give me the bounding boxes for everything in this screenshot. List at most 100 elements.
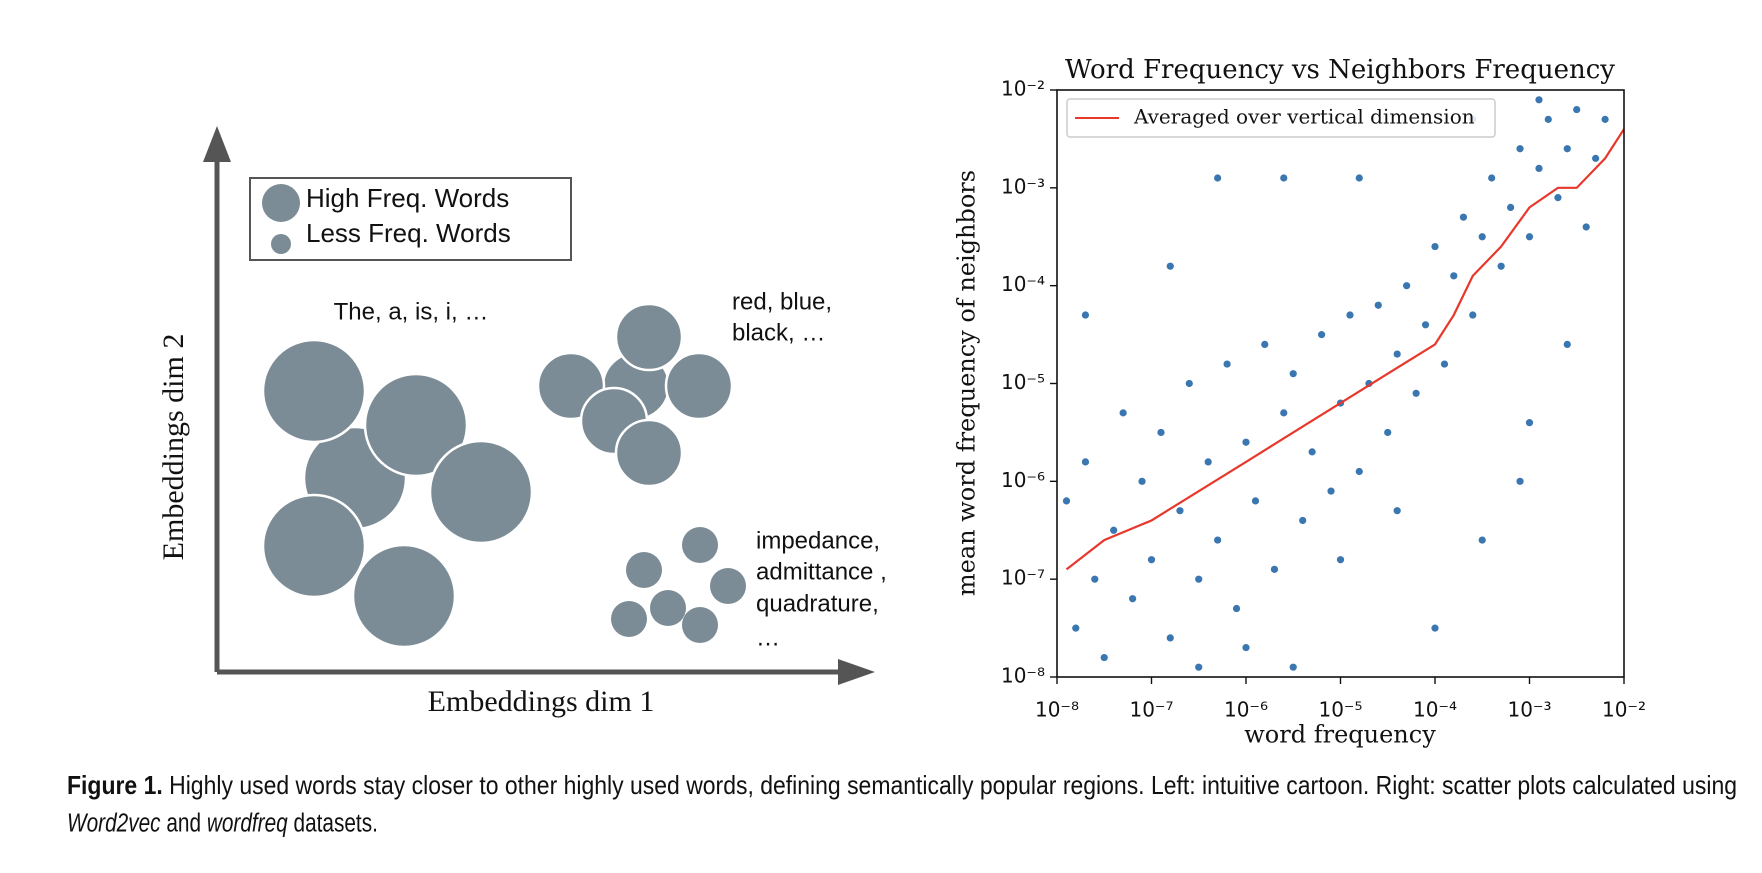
legend-big-circle bbox=[262, 184, 300, 222]
scatter-point bbox=[1507, 203, 1515, 211]
scatter-point bbox=[1270, 565, 1279, 573]
cluster-label: black, … bbox=[732, 319, 825, 346]
caption-text: Highly used words stay closer to other h… bbox=[169, 770, 1737, 800]
scatter-point bbox=[1412, 389, 1420, 397]
scatter-point bbox=[1535, 164, 1543, 172]
scatter-point bbox=[1346, 311, 1354, 319]
legend-label: High Freq. Words bbox=[306, 183, 509, 213]
y-tick-label: 10⁻⁴ bbox=[1001, 272, 1045, 296]
y-tick-label: 10⁻² bbox=[1001, 77, 1045, 101]
small-circle bbox=[611, 601, 647, 637]
scatter-point bbox=[1100, 653, 1108, 662]
mid-circle bbox=[664, 351, 734, 421]
scatter-point bbox=[1280, 174, 1288, 182]
scatter-point bbox=[1431, 242, 1439, 251]
x-tick-label: 10⁻² bbox=[1602, 698, 1646, 722]
small-circle bbox=[650, 590, 686, 626]
small-circle bbox=[682, 607, 718, 643]
scatter-point bbox=[1232, 604, 1241, 613]
average-line bbox=[1065, 128, 1624, 571]
cluster-label: red, blue, bbox=[732, 288, 832, 315]
caption-text: and bbox=[161, 809, 207, 838]
y-arrow-head bbox=[203, 126, 231, 162]
scatter-point bbox=[1119, 409, 1127, 417]
y-tick-label: 10⁻⁷ bbox=[1001, 566, 1045, 590]
legend-label: Less Freq. Words bbox=[306, 218, 511, 248]
x-axis-label: Embeddings dim 1 bbox=[428, 685, 655, 718]
plot-frame bbox=[1056, 89, 1625, 678]
mid-circle bbox=[614, 418, 684, 488]
scatter-point bbox=[1563, 145, 1571, 153]
small-circle bbox=[710, 568, 746, 604]
y-tick-label: 10⁻⁸ bbox=[1001, 664, 1045, 688]
mid-circle bbox=[614, 302, 684, 372]
x-tick-label: 10⁻⁶ bbox=[1224, 698, 1268, 722]
scatter-point bbox=[1185, 379, 1193, 388]
scatter-point bbox=[1440, 360, 1449, 368]
caption-line: Figure 1. Highly used words stay closer … bbox=[67, 770, 1737, 800]
scatter-point bbox=[1469, 311, 1477, 319]
y-axis-label: Embeddings dim 2 bbox=[157, 334, 190, 561]
scatter-point bbox=[1251, 497, 1260, 505]
scatter-point bbox=[1516, 145, 1524, 153]
scatter-point bbox=[1336, 556, 1345, 564]
scatter-point bbox=[1195, 663, 1203, 671]
scatter-point bbox=[1214, 174, 1222, 182]
caption-italic: wordfreq bbox=[207, 809, 288, 838]
caption-line: Word2vec and wordfreq datasets. bbox=[67, 809, 378, 838]
big-circle bbox=[428, 439, 534, 545]
scatter-point bbox=[1138, 477, 1146, 485]
scatter-point bbox=[1166, 634, 1174, 642]
scatter-point bbox=[1393, 507, 1401, 515]
x-axis-title: word frequency bbox=[1244, 721, 1436, 749]
cartoon: Embeddings dim 1 Embeddings dim 2 High F… bbox=[157, 126, 887, 718]
scatter-point bbox=[1110, 526, 1118, 534]
scatter-point bbox=[1280, 409, 1288, 417]
scatter-point bbox=[1497, 262, 1505, 270]
legend-box bbox=[249, 177, 572, 261]
scatter-point bbox=[1204, 458, 1212, 466]
scatter-point bbox=[1488, 174, 1496, 182]
scatter-point bbox=[1223, 360, 1231, 368]
scatter-point bbox=[1157, 428, 1165, 437]
x-tick-label: 10⁻⁴ bbox=[1413, 698, 1457, 722]
caption-italic: Word2vec bbox=[67, 809, 161, 838]
big-circle bbox=[351, 543, 457, 649]
scatter-point bbox=[1299, 516, 1307, 525]
scatter-point bbox=[1450, 272, 1458, 280]
scatter-point bbox=[1535, 96, 1543, 104]
x-tick-label: 10⁻⁵ bbox=[1318, 698, 1362, 722]
scatter-chart: Word Frequency vs Neighbors Frequency wo… bbox=[953, 55, 1647, 749]
scatter-point bbox=[1384, 428, 1392, 437]
scatter-point bbox=[1525, 419, 1534, 427]
legend-box bbox=[1066, 98, 1496, 138]
scatter-point bbox=[1261, 340, 1269, 348]
caption-label: Figure 1. bbox=[67, 770, 163, 800]
y-axis-title: mean word frequency of neighbors bbox=[953, 170, 981, 596]
big-circle bbox=[363, 372, 469, 478]
caption-text: datasets. bbox=[288, 809, 378, 838]
scatter-point bbox=[1431, 624, 1439, 632]
scatter-point bbox=[1525, 233, 1534, 241]
cluster-label: … bbox=[756, 624, 780, 651]
caption: Figure 1. Highly used words stay closer … bbox=[67, 770, 1737, 838]
scatter-point bbox=[1582, 223, 1590, 231]
scatter-point bbox=[1478, 233, 1486, 241]
y-tick-label: 10⁻⁵ bbox=[1001, 370, 1045, 394]
circles bbox=[261, 302, 746, 649]
scatter-point bbox=[1214, 536, 1222, 544]
scatter-point bbox=[1544, 115, 1552, 123]
legend-small-circle bbox=[271, 234, 291, 254]
scatter-point bbox=[1166, 262, 1174, 270]
small-circle bbox=[682, 527, 718, 563]
x-tick-label: 10⁻⁸ bbox=[1035, 698, 1079, 722]
scatter-point bbox=[1081, 311, 1090, 319]
scatter-point bbox=[1573, 105, 1581, 114]
scatter-point bbox=[1516, 477, 1524, 485]
scatter-point bbox=[1327, 487, 1335, 495]
scatter-point bbox=[1355, 467, 1363, 476]
plot-area bbox=[1062, 96, 1624, 671]
cluster-label: quadrature, bbox=[756, 590, 879, 617]
small-circle bbox=[626, 552, 662, 588]
scatter-point bbox=[1478, 536, 1486, 544]
